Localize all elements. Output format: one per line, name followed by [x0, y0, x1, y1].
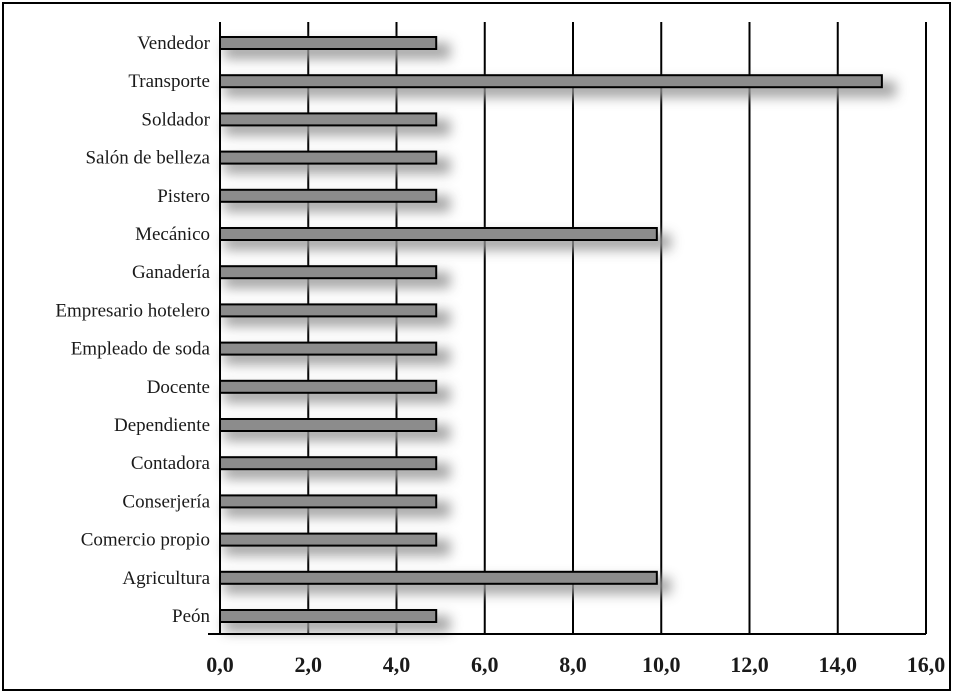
bar-pistero [219, 188, 438, 203]
category-label: Transporte [128, 71, 210, 92]
category-label: Empleado de soda [71, 339, 211, 360]
category-label: Agricultura [122, 568, 210, 589]
bar-salón-de-belleza [219, 150, 438, 165]
category-label: Peón [172, 606, 211, 627]
x-tick-label: 0,0 [206, 652, 234, 677]
bar-empleado-de-soda [219, 341, 438, 356]
bar-conserjería [219, 494, 438, 509]
x-tick-label: 8,0 [559, 652, 587, 677]
bar-soldador [219, 112, 438, 127]
x-tick-label: 2,0 [295, 652, 323, 677]
category-label: Mecánico [135, 224, 210, 245]
x-tick-label: 14,0 [819, 652, 858, 677]
horizontal-bar-chart: Vendedor Transporte Soldador Salón de belle… [55, 22, 945, 677]
axes [208, 22, 926, 635]
category-label: Salón de belleza [85, 148, 210, 169]
x-tick-label: 12,0 [730, 652, 769, 677]
category-label: Dependiente [114, 415, 210, 436]
category-label: Soldador [141, 109, 210, 130]
category-label: Comercio propio [81, 530, 210, 551]
bar-docente [219, 379, 438, 394]
category-label: Conserjería [122, 491, 210, 512]
x-tick-labels: 0,0 2,0 4,0 6,0 8,0 10,0 12,0 14,0 16,0 [206, 652, 945, 677]
bar-ganadería [219, 265, 438, 280]
x-tick-label: 6,0 [471, 652, 499, 677]
x-tick-label: 16,0 [907, 652, 946, 677]
bar-dependiente [219, 418, 438, 432]
bar-peón [219, 609, 438, 623]
bar-empresario-hotelero [219, 303, 438, 318]
category-label: Pistero [157, 186, 210, 207]
bar-comercio-propio [219, 532, 438, 547]
bars [219, 36, 883, 623]
x-tick-label: 10,0 [642, 652, 681, 677]
category-label: Ganadería [132, 262, 211, 283]
bar-vendedor [219, 36, 438, 50]
category-label: Empresario hotelero [55, 300, 210, 321]
x-tick-label: 4,0 [383, 652, 411, 677]
category-labels: Vendedor Transporte Soldador Salón de belle… [55, 33, 210, 627]
bar-agricultura [219, 570, 658, 585]
bar-mecánico [219, 227, 658, 241]
category-label: Contadora [131, 453, 211, 474]
category-label: Vendedor [137, 33, 210, 54]
bar-transporte [219, 74, 883, 89]
category-label: Docente [147, 377, 210, 398]
bar-contadora [219, 456, 438, 471]
